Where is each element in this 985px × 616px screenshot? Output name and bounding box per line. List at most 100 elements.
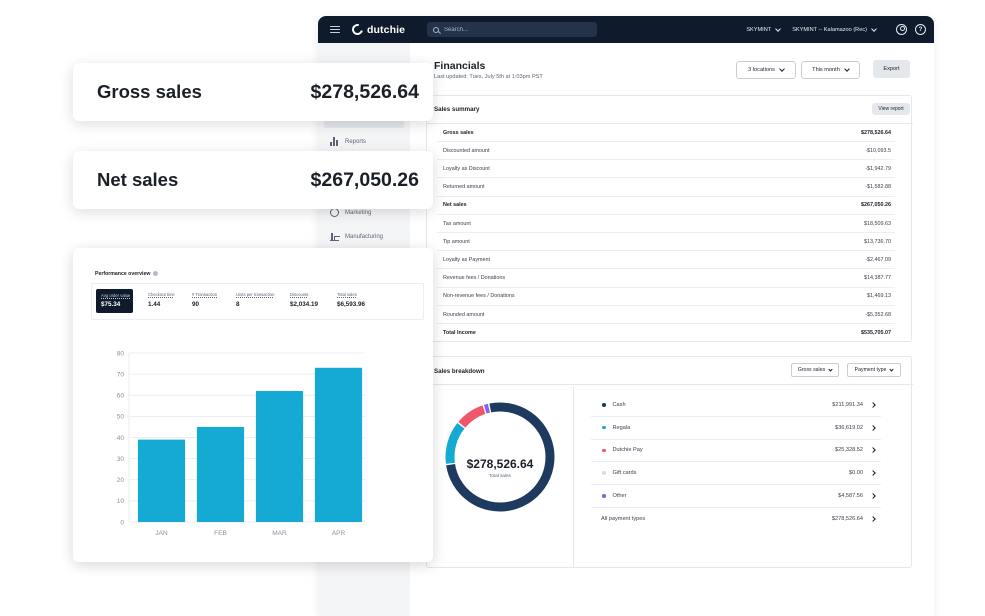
x-tick-label: APR (332, 530, 346, 537)
summary-row-value: -$1,582.88 (865, 184, 891, 191)
summary-row-value: -$1,942.79 (865, 165, 891, 172)
metric-label: Units per transaction (236, 292, 275, 297)
view-report-button[interactable]: View report (872, 103, 910, 115)
summary-row-label: Revenue fees / Donations (443, 275, 506, 282)
sales-summary-card: Sales summary View report Gross sales $27… (426, 95, 913, 342)
card-divider (427, 384, 913, 385)
summary-row-value: $267,050.26 (861, 202, 891, 209)
chevron-right-icon (870, 470, 876, 476)
bar-jan[interactable] (137, 439, 186, 522)
bar-feb[interactable] (196, 426, 245, 522)
gross-sales-label: Gross sales (97, 81, 202, 102)
group-filter-label: Payment type (854, 367, 887, 373)
sidebar-item-reports[interactable]: Reports (330, 137, 366, 146)
search-bar[interactable] (427, 22, 598, 37)
x-tick-label: FEB (214, 530, 227, 537)
summary-row: Rounded amount -$5,352.68 (437, 306, 895, 324)
summary-row: Non-revenue fees / Donations $1,469.13 (437, 288, 895, 306)
search-input[interactable] (444, 26, 585, 33)
metric-value: $6,593.96 (337, 301, 366, 308)
y-tick-label: 20 (117, 477, 125, 484)
payment-name: Cash (612, 402, 626, 408)
sidebar-item-manufacturing[interactable]: Manufacturing (330, 232, 383, 241)
monthly-bar-chart: 0 10 20 30 40 50 60 70 80 JAN FEB MAR APR (117, 350, 365, 537)
summary-row-label: Loyalty as Discount (443, 165, 490, 172)
bar-chart-icon (330, 137, 339, 146)
summary-row: Gross sales $278,526.64 (437, 124, 895, 142)
net-sales-value: $267,050.26 (310, 168, 419, 191)
chevron-down-icon (779, 66, 785, 72)
performance-metrics: Avg order value $75.34 Checkout time 1.4… (91, 283, 424, 320)
hamburger-menu-icon[interactable] (330, 25, 340, 34)
y-tick-label: 70 (117, 371, 125, 378)
all-payment-types-value: $278,526.64 (831, 515, 863, 522)
payment-row-regala[interactable]: Regala $36,619.02 (591, 417, 881, 440)
metric-avg-order-value[interactable]: Avg order value $75.34 (96, 289, 133, 313)
store-selector[interactable]: SKYMINT (746, 25, 782, 33)
help-icon[interactable]: ? (915, 24, 926, 35)
location-selector-label: SKYMINT -- Kalamazoo (Rec) (792, 26, 867, 33)
export-button[interactable]: Export (873, 60, 910, 78)
factory-icon (330, 232, 340, 241)
dutchie-logo[interactable]: dutchie (349, 21, 406, 38)
summary-row-value: $18,509.63 (864, 220, 891, 227)
info-icon[interactable] (153, 271, 159, 276)
chevron-down-icon (828, 366, 833, 372)
metric-label: Checkout time (148, 292, 175, 297)
brand-name: dutchie (367, 23, 406, 36)
summary-row: Total Income $535,705.07 (437, 324, 895, 342)
gross-sales-value: $278,526.64 (310, 80, 419, 103)
chevron-right-icon (870, 447, 876, 454)
chevron-down-icon (871, 25, 877, 32)
metric-checkout-time[interactable]: Checkout time 1.44 (148, 292, 175, 308)
payment-row-cash[interactable]: Cash $211,991.34 (591, 394, 881, 417)
location-selector[interactable]: SKYMINT -- Kalamazoo (Rec) (792, 25, 877, 33)
chevron-right-icon (870, 492, 876, 499)
performance-title-text: Performance overview (95, 271, 151, 277)
payment-value: $36,619.02 (835, 424, 863, 431)
summary-row-label: Rounded amount (443, 311, 485, 318)
metric-filter[interactable]: Gross sales (791, 363, 839, 377)
all-payment-types-label: All payment types (601, 515, 646, 522)
bar-apr[interactable] (314, 367, 363, 522)
performance-overview-card: Performance overview Avg order value $75… (73, 248, 433, 562)
bar-mar[interactable] (255, 391, 304, 522)
all-payment-types-row[interactable]: All payment types $278,526.64 (591, 507, 881, 530)
legend-dot-icon (602, 403, 606, 407)
y-tick-label: 10 (117, 498, 125, 505)
period-filter[interactable]: This month (801, 61, 860, 79)
metric-units-per-transaction[interactable]: Units per transaction 8 (236, 292, 274, 308)
y-tick-label: 30 (117, 456, 125, 463)
payment-row-other[interactable]: Other $4,587.56 (591, 485, 881, 508)
payment-name: Gift cards (612, 470, 637, 477)
sidebar-item-marketing[interactable]: Marketing (330, 208, 371, 217)
summary-row-label: Tip amount (443, 238, 470, 245)
donut-slice-dutchie-pay (458, 405, 486, 428)
chevron-down-icon (775, 25, 782, 32)
locations-filter[interactable]: 3 locations (736, 61, 796, 79)
metric-label: # Transaction (192, 292, 218, 297)
y-tick-label: 60 (117, 393, 125, 400)
chevron-down-icon (843, 66, 850, 72)
payment-value: $25,328.52 (835, 447, 863, 454)
metric-total-sales[interactable]: Total sales $6,593.96 (337, 292, 365, 308)
payment-value: $0.00 (849, 470, 863, 477)
payment-value: $4,587.56 (838, 492, 863, 499)
payment-row-gift-cards[interactable]: Gift cards $0.00 (591, 462, 881, 486)
locations-filter-label: 3 locations (748, 67, 775, 73)
summary-row-label: Returned amount (443, 184, 485, 191)
summary-row: Tip amount $13,736.70 (437, 233, 895, 252)
legend-dot-icon (602, 471, 606, 475)
summary-row-value: -$10,093.5 (865, 147, 891, 154)
sidebar-item-label: Marketing (345, 209, 372, 216)
user-profile-icon[interactable] (896, 24, 907, 35)
metric-discounts[interactable]: Discounts $2,034.19 (290, 292, 318, 308)
summary-row-value: -$2,467.09 (865, 256, 891, 263)
metric-value: 90 (192, 301, 200, 308)
metric-transactions[interactable]: # Transaction 90 (192, 292, 217, 308)
group-filter[interactable]: Payment type (847, 363, 901, 377)
summary-row: Net sales $267,050.26 (437, 197, 895, 215)
sales-breakdown-title: Sales breakdown (434, 368, 485, 375)
payment-row-dutchie-pay[interactable]: Dutchie Pay $25,328.52 (591, 439, 881, 463)
